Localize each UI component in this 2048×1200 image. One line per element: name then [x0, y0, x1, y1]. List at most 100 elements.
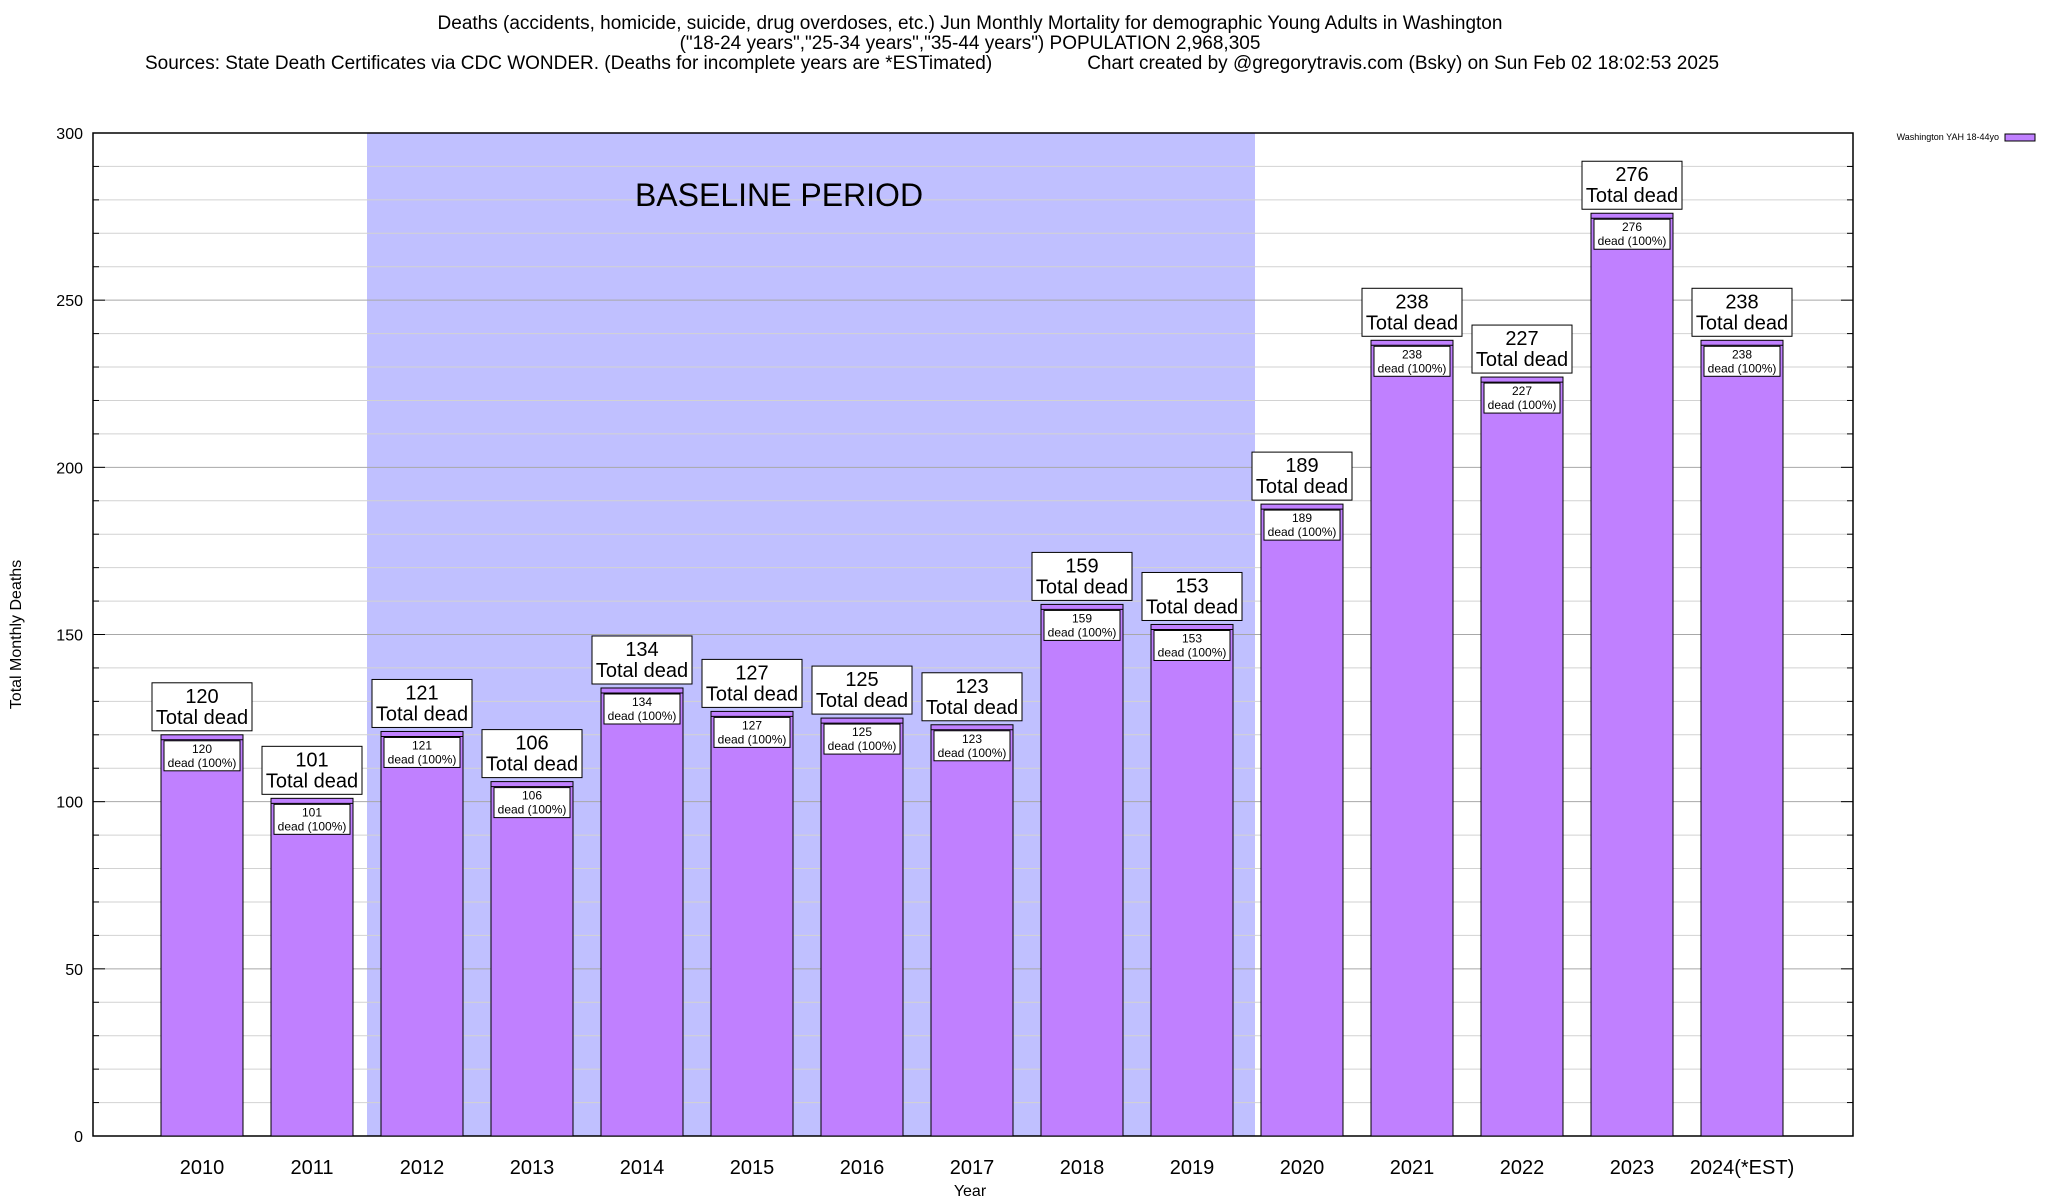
bar-total-value: 123	[955, 676, 988, 698]
bar-inner-label-box	[163, 740, 241, 772]
x-axis-label: Year	[954, 1183, 987, 1200]
bar-total-text: Total dead	[706, 683, 798, 705]
bar-inner-percent: dead (100%)	[168, 756, 237, 770]
x-tick-label: 2020	[1280, 1157, 1325, 1179]
bar-total-value: 276	[1615, 164, 1648, 186]
bar-total-label-box	[701, 658, 803, 708]
bar-inner-value: 238	[1402, 347, 1422, 361]
bar	[1040, 603, 1124, 1137]
bar-total-value: 125	[845, 669, 878, 691]
bar	[1700, 339, 1784, 1137]
x-tick-label: 2012	[400, 1157, 445, 1179]
bar	[1590, 212, 1674, 1137]
x-tick-label: 2022	[1500, 1157, 1545, 1179]
bar	[270, 797, 354, 1137]
x-tick-label: 2017	[950, 1157, 995, 1179]
bar-total-value: 121	[405, 682, 438, 704]
bar-total-label-box	[1691, 287, 1793, 337]
bar-total-text: Total dead	[376, 703, 468, 725]
y-tick-label: 250	[56, 293, 83, 310]
bar-total-label-box	[591, 635, 693, 685]
bar-inner-value: 159	[1072, 611, 1092, 625]
chart-subtitle: ("18-24 years","25-34 years","35-44 year…	[679, 33, 1261, 54]
x-tick-label: 2011	[290, 1157, 333, 1179]
bar-inner-percent: dead (100%)	[1488, 398, 1557, 412]
bar	[380, 730, 464, 1137]
bar-inner-label-box	[1263, 509, 1341, 541]
bar	[930, 724, 1014, 1137]
legend-swatch	[2004, 133, 2036, 142]
y-tick-label: 200	[56, 460, 83, 477]
bar-inner-label-box	[823, 723, 901, 755]
x-tick-label: 2023	[1610, 1157, 1655, 1179]
bar-total-value: 120	[185, 686, 218, 708]
chart-credit: Chart created by @gregorytravis.com (Bsk…	[1087, 53, 1720, 74]
bar-inner-label-box	[1373, 345, 1451, 377]
bar-total-text: Total dead	[816, 690, 908, 712]
bar-inner-value: 153	[1182, 631, 1202, 645]
bar-inner-value: 227	[1512, 384, 1532, 398]
x-tick-label: 2016	[840, 1157, 885, 1179]
bar	[1480, 376, 1564, 1137]
bar-total-label-box	[1031, 551, 1133, 601]
bar-total-label-box	[1471, 324, 1573, 374]
bar-inner-percent: dead (100%)	[608, 709, 677, 723]
x-tick-label: 2024(*EST)	[1690, 1157, 1795, 1179]
chart-sources-line: Sources: State Death Certificates via CD…	[0, 54, 1940, 74]
y-tick-label: 150	[56, 628, 83, 645]
bar-inner-value: 127	[742, 718, 762, 732]
x-tick-label: 2010	[180, 1157, 225, 1179]
y-axis-label: Total Monthly Deaths	[8, 560, 25, 709]
bar	[710, 710, 794, 1137]
bar-inner-value: 238	[1732, 347, 1752, 361]
bar-inner-value: 106	[522, 789, 542, 803]
chart-sources: Sources: State Death Certificates via CD…	[145, 53, 993, 74]
x-tick-label: 2014	[620, 1157, 665, 1179]
bar	[1370, 339, 1454, 1137]
bar-total-text: Total dead	[156, 707, 248, 729]
bar-total-text: Total dead	[1146, 596, 1238, 618]
bar-total-value: 238	[1725, 291, 1758, 313]
bar-total-value: 127	[735, 662, 768, 684]
bar-inner-label-box	[1593, 218, 1671, 250]
bar-inner-percent: dead (100%)	[278, 819, 347, 833]
bar-inner-value: 101	[302, 805, 322, 819]
bar-inner-value: 134	[632, 695, 652, 709]
bar-inner-percent: dead (100%)	[1708, 361, 1777, 375]
bar-inner-value: 125	[852, 725, 872, 739]
bar-inner-percent: dead (100%)	[1048, 625, 1117, 639]
bar	[1260, 503, 1344, 1137]
bar-total-text: Total dead	[1036, 576, 1128, 598]
bar-inner-percent: dead (100%)	[1268, 525, 1337, 539]
bar-inner-percent: dead (100%)	[938, 746, 1007, 760]
x-tick-label: 2019	[1170, 1157, 1215, 1179]
x-tick-label: 2015	[730, 1157, 775, 1179]
bar-total-label-box	[151, 682, 253, 732]
bar-total-label-box	[1361, 287, 1463, 337]
bar-inner-label-box	[603, 693, 681, 725]
bar-total-text: Total dead	[1586, 185, 1678, 207]
bar-total-text: Total dead	[1476, 349, 1568, 371]
bar-total-label-box	[811, 665, 913, 715]
bar-inner-label-box	[1153, 629, 1231, 661]
bar-total-value: 153	[1175, 575, 1208, 597]
y-tick-label: 0	[74, 1129, 83, 1146]
bar	[820, 717, 904, 1137]
y-tick-label: 300	[56, 126, 83, 143]
x-tick-label: 2013	[510, 1157, 555, 1179]
bar-inner-label-box	[933, 730, 1011, 762]
bar-inner-value: 121	[412, 738, 432, 752]
baseline-period-label: BASELINE PERIOD	[635, 177, 923, 213]
bar	[160, 734, 244, 1137]
bar-total-label-box	[921, 672, 1023, 722]
bar-inner-label-box	[1703, 345, 1781, 377]
bar-total-label-box	[1251, 451, 1353, 501]
bar-total-label-box	[1141, 571, 1243, 621]
bar-total-value: 106	[515, 733, 548, 755]
bar	[490, 781, 574, 1137]
bar-total-label-box	[261, 745, 363, 795]
bar-total-text: Total dead	[926, 697, 1018, 719]
bar-inner-label-box	[713, 716, 791, 748]
bar-total-value: 227	[1505, 328, 1538, 350]
bar	[600, 687, 684, 1137]
